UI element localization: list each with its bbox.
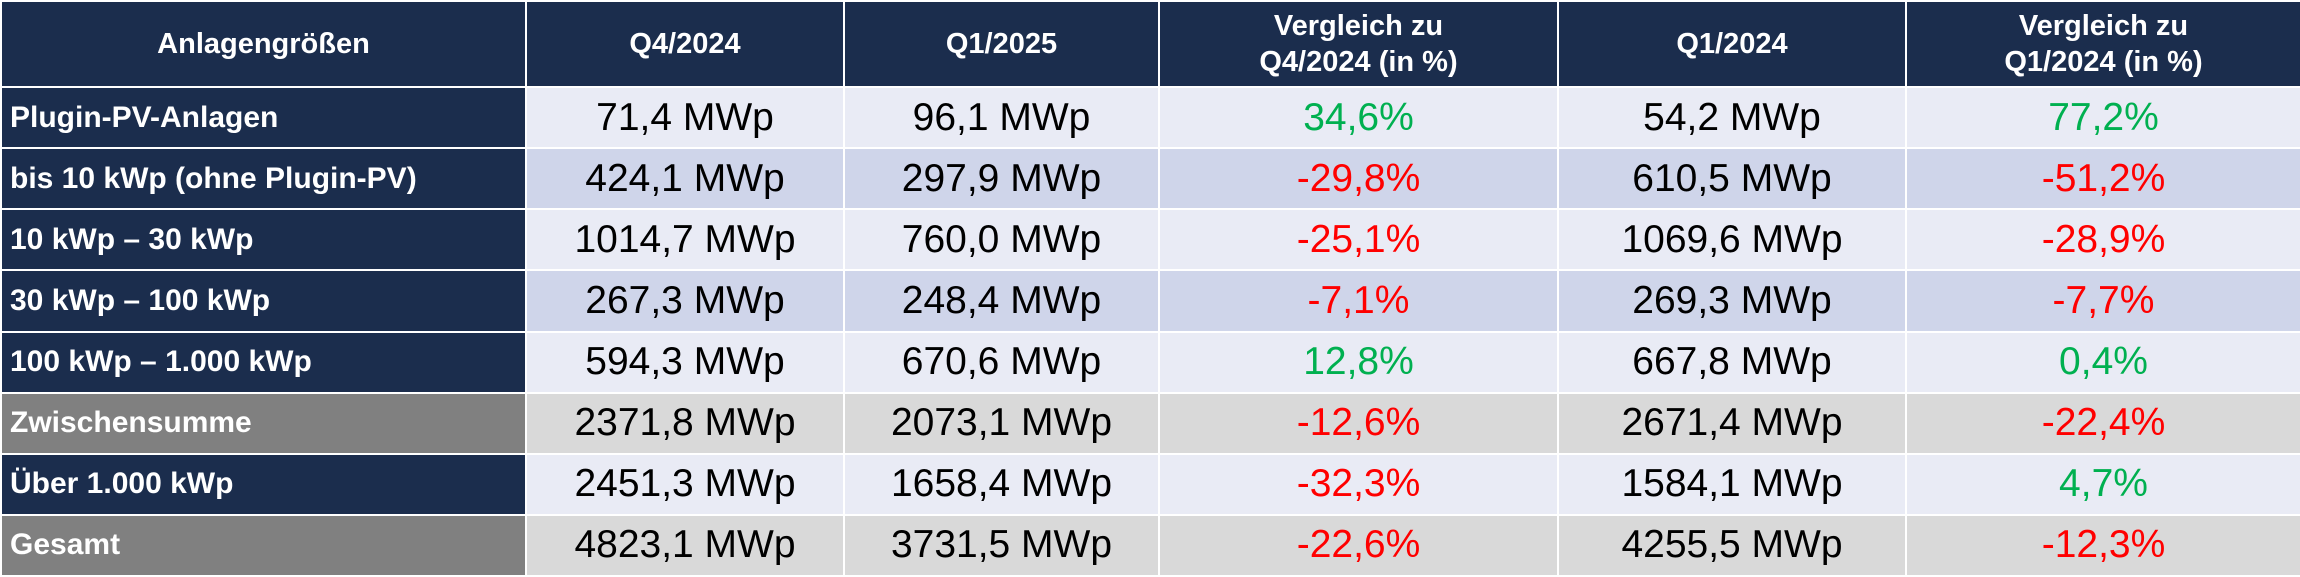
table-cell: 297,9 MWp <box>843 147 1160 211</box>
table-cell: 1069,6 MWp <box>1557 208 1907 272</box>
table-row: Über 1.000 kWp 2451,3 MWp 1658,4 MWp -32,3%… <box>0 452 2300 516</box>
table-cell: 424,1 MWp <box>525 147 845 211</box>
table-cell: -7,7% <box>1905 269 2300 333</box>
table-body: Plugin-PV-Anlagen 71,4 MWp 96,1 MWp 34,6% 54… <box>0 85 2300 577</box>
table-cell: 248,4 MWp <box>843 269 1160 333</box>
table-cell: 3731,5 MWp <box>843 513 1160 577</box>
table-cell: -25,1% <box>1158 208 1559 272</box>
table-cell: 4823,1 MWp <box>525 513 845 577</box>
row-label: Plugin-PV-Anlagen <box>0 85 527 150</box>
table-cell: -12,6% <box>1158 391 1559 455</box>
table-row: 100 kWp – 1.000 kWp 594,3 MWp 670,6 MWp 12,… <box>0 330 2300 394</box>
table-cell: 1584,1 MWp <box>1557 452 1907 516</box>
row-label: Über 1.000 kWp <box>0 452 527 516</box>
table-cell: 610,5 MWp <box>1557 147 1907 211</box>
table-cell: -22,6% <box>1158 513 1559 577</box>
table-row: bis 10 kWp (ohne Plugin-PV) 424,1 MWp 297,… <box>0 147 2300 211</box>
table-cell: 667,8 MWp <box>1557 330 1907 394</box>
table-row: Gesamt 4823,1 MWp 3731,5 MWp -22,6% 4255,5 M… <box>0 513 2300 577</box>
header-cell: Q1/2024 <box>1557 0 1907 88</box>
row-label: 30 kWp – 100 kWp <box>0 269 527 333</box>
table-cell: -7,1% <box>1158 269 1559 333</box>
table-cell: 2451,3 MWp <box>525 452 845 516</box>
table-cell: 0,4% <box>1905 330 2300 394</box>
row-label: Gesamt <box>0 513 527 577</box>
table-cell: -29,8% <box>1158 147 1559 211</box>
table-cell: 2671,4 MWp <box>1557 391 1907 455</box>
header-cell: Anlagengrößen <box>0 0 527 88</box>
table-cell: 1658,4 MWp <box>843 452 1160 516</box>
table-cell: 269,3 MWp <box>1557 269 1907 333</box>
table-cell: -51,2% <box>1905 147 2300 211</box>
header-cell: Q1/2025 <box>843 0 1160 88</box>
table-cell: 77,2% <box>1905 85 2300 150</box>
table-cell: 4255,5 MWp <box>1557 513 1907 577</box>
table-cell: -12,3% <box>1905 513 2300 577</box>
table-row: Zwischensumme 2371,8 MWp 2073,1 MWp -12,6% 2… <box>0 391 2300 455</box>
table-cell: 54,2 MWp <box>1557 85 1907 150</box>
row-label: 10 kWp – 30 kWp <box>0 208 527 272</box>
table-cell: 12,8% <box>1158 330 1559 394</box>
row-label: Zwischensumme <box>0 391 527 455</box>
table-row: 10 kWp – 30 kWp 1014,7 MWp 760,0 MWp -25,1%… <box>0 208 2300 272</box>
table-cell: 71,4 MWp <box>525 85 845 150</box>
table-cell: 4,7% <box>1905 452 2300 516</box>
table-cell: 1014,7 MWp <box>525 208 845 272</box>
table-cell: 2073,1 MWp <box>843 391 1160 455</box>
header-cell: Vergleich zu Q4/2024 (in %) <box>1158 0 1559 88</box>
table-cell: 34,6% <box>1158 85 1559 150</box>
table-cell: 594,3 MWp <box>525 330 845 394</box>
table-row: 30 kWp – 100 kWp 267,3 MWp 248,4 MWp -7,1% 2… <box>0 269 2300 333</box>
table-cell: 760,0 MWp <box>843 208 1160 272</box>
header-row: Anlagengrößen Q4/2024 Q1/2025 Vergleich zu … <box>0 0 2300 88</box>
header-cell: Q4/2024 <box>525 0 845 88</box>
table-cell: 96,1 MWp <box>843 85 1160 150</box>
row-label: 100 kWp – 1.000 kWp <box>0 330 527 394</box>
table-cell: 670,6 MWp <box>843 330 1160 394</box>
row-label: bis 10 kWp (ohne Plugin-PV) <box>0 147 527 211</box>
table-cell: -22,4% <box>1905 391 2300 455</box>
table-row: Plugin-PV-Anlagen 71,4 MWp 96,1 MWp 34,6% 54… <box>0 85 2300 150</box>
table-cell: -32,3% <box>1158 452 1559 516</box>
header-cell: Vergleich zu Q1/2024 (in %) <box>1905 0 2300 88</box>
table-cell: -28,9% <box>1905 208 2300 272</box>
table-cell: 267,3 MWp <box>525 269 845 333</box>
table-cell: 2371,8 MWp <box>525 391 845 455</box>
